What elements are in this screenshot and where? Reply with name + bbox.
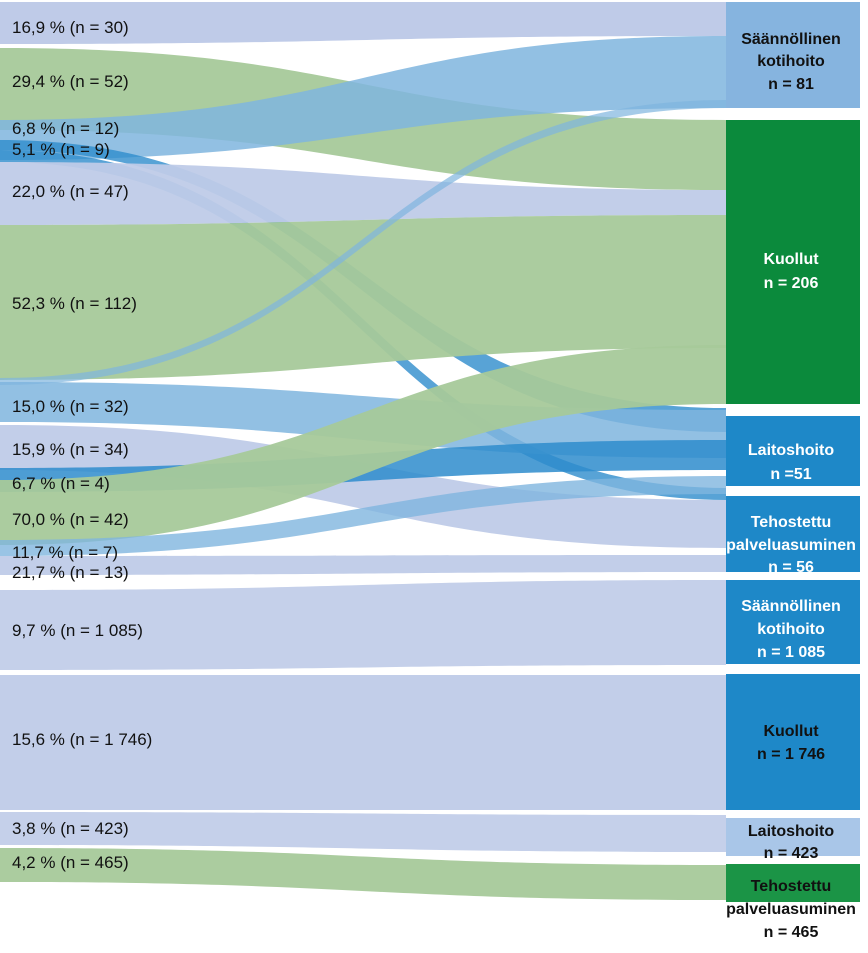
node-kuollut-1746: Kuollut n = 1 746 [726,674,860,810]
node-kotihoito-1085: Säännöllinen kotihoito n = 1 085 [726,580,860,664]
flow-thin-1 [0,100,726,385]
flow-label-4: 5,1 % (n = 9) [12,140,110,159]
node-tehostettu-56-label-2: palveluasuminen [726,537,856,554]
flow-label-6: 52,3 % (n = 112) [12,294,137,313]
target-nodes: Säännöllinen kotihoito n = 81 Kuollut n = 20… [726,2,860,941]
flow-label-11: 11,7 % (n = 7) [12,543,118,562]
node-kotihoito-1085-label-3: n = 1 085 [757,644,825,661]
flow-label-13: 9,7 % (n = 1 085) [12,621,143,640]
flow-15-6 [0,675,726,810]
node-laitoshoito-423: Laitoshoito n = 423 [726,818,860,862]
flow-3-8 [0,812,726,852]
node-tehostettu-465-box [726,864,860,902]
node-kuollut-1746-label-2: n = 1 746 [757,746,825,763]
flow-70-0 [0,345,726,545]
node-kuollut-1746-box [726,674,860,810]
node-tehostettu-56: Tehostettu palveluasuminen n = 56 [726,496,860,576]
node-tehostettu-56-box [726,496,860,572]
flow-label-15: 3,8 % (n = 423) [12,819,129,838]
node-laitoshoito-423-label-2: n = 423 [764,845,819,862]
node-tehostettu-465-label-2: palveluasuminen [726,901,856,918]
flow-6-8 [0,36,726,160]
node-kotihoito-81: Säännöllinen kotihoito n = 81 [726,2,860,108]
node-kuollut-206-box [726,120,860,404]
node-tehostettu-465-label-1: Tehostettu [751,878,832,895]
flow-label-5: 22,0 % (n = 47) [12,182,129,201]
flow-21-7 [0,555,726,575]
node-kotihoito-81-label-1: Säännöllinen [741,31,841,48]
flow-label-9: 6,7 % (n = 4) [12,474,110,493]
node-kuollut-1746-label-1: Kuollut [763,723,819,740]
flow-11-7 [0,476,726,556]
flow-label-12: 21,7 % (n = 13) [12,563,129,582]
node-tehostettu-465-label-3: n = 465 [764,924,819,941]
flow-label-8: 15,9 % (n = 34) [12,440,129,459]
node-kotihoito-81-box [726,2,860,108]
node-laitoshoito-51-label-2: n =51 [770,466,811,483]
node-kotihoito-81-label-2: kotihoito [757,53,825,70]
node-kuollut-206-label-2: n = 206 [764,275,819,292]
node-kuollut-206-label-1: Kuollut [763,251,819,268]
node-laitoshoito-51-box [726,416,860,486]
flow-labels: 16,9 % (n = 30) 29,4 % (n = 52) 6,8 % (n =… [12,18,152,872]
flow-16-9 [0,2,726,44]
node-kuollut-206: Kuollut n = 206 [726,120,860,404]
node-kotihoito-1085-label-1: Säännöllinen [741,598,841,615]
flow-52-3 [0,215,726,380]
node-laitoshoito-51-label-1: Laitoshoito [748,442,834,459]
node-laitoshoito-423-box [726,818,860,856]
flow-label-7: 15,0 % (n = 32) [12,397,129,416]
node-kotihoito-1085-label-2: kotihoito [757,621,825,638]
flow-label-16: 4,2 % (n = 465) [12,853,129,872]
node-tehostettu-56-label-1: Tehostettu [751,514,832,531]
node-tehostettu-465: Tehostettu palveluasuminen n = 465 [726,864,860,941]
flow-22-0 [0,162,726,225]
node-kotihoito-81-label-3: n = 81 [768,76,814,93]
flow-15-9 [0,425,726,548]
flow-4-2 [0,848,726,900]
flow-9-7 [0,580,726,670]
flow-label-14: 15,6 % (n = 1 746) [12,730,152,749]
node-laitoshoito-51: Laitoshoito n =51 [726,416,860,486]
flow-label-2: 29,4 % (n = 52) [12,72,129,91]
flow-label-3: 6,8 % (n = 12) [12,119,119,138]
flow-label-10: 70,0 % (n = 42) [12,510,129,529]
flow-label-1: 16,9 % (n = 30) [12,18,129,37]
node-laitoshoito-423-label-1: Laitoshoito [748,823,834,840]
node-kotihoito-1085-box [726,580,860,664]
node-tehostettu-56-label-3: n = 56 [768,559,814,576]
flow-bands [0,2,726,900]
